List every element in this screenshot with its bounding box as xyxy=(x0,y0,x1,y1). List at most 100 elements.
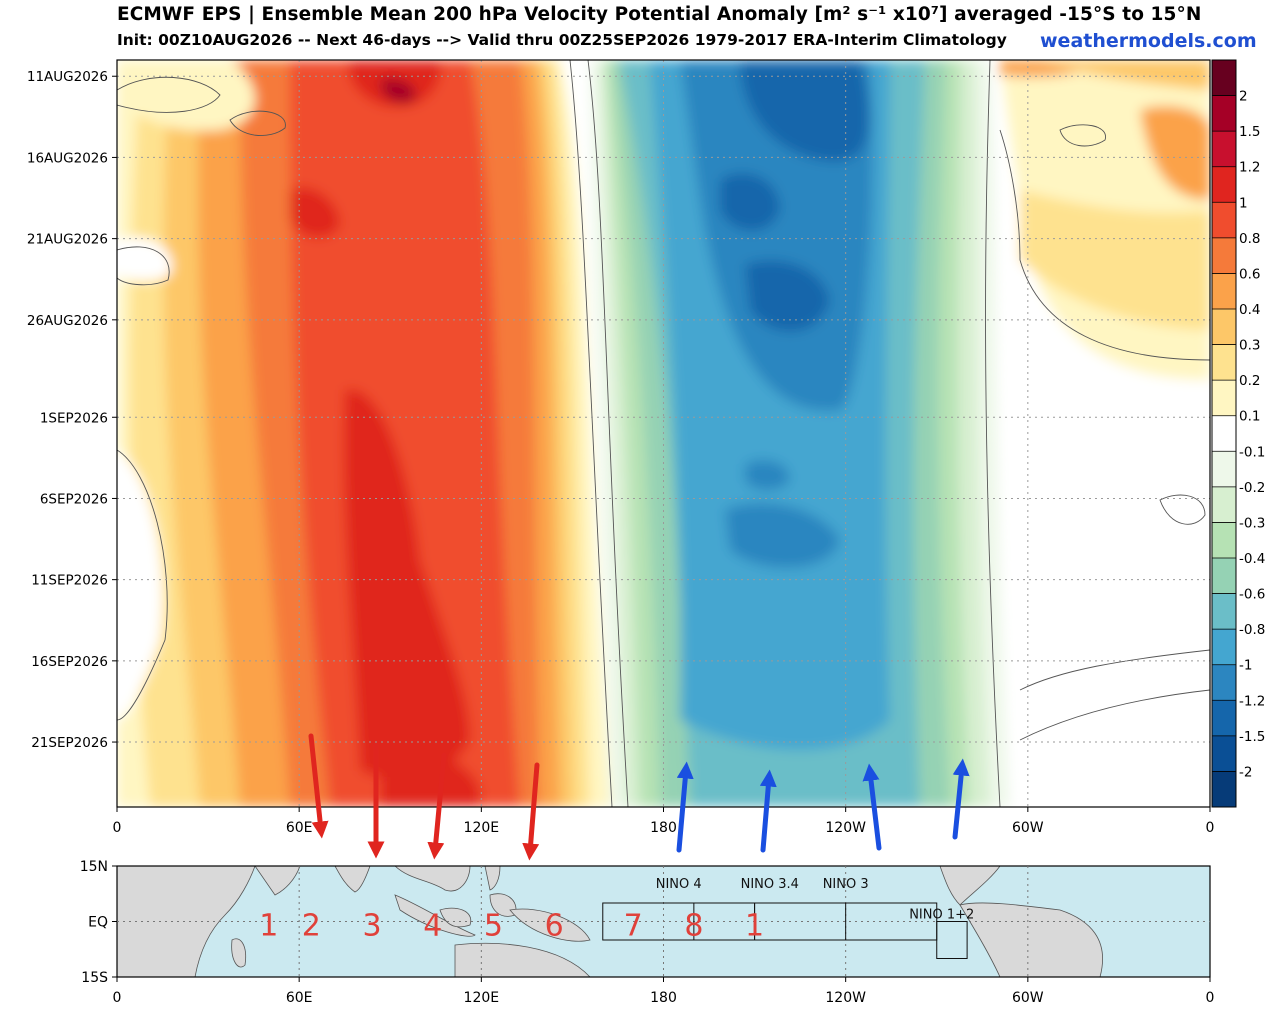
colorbar-swatch xyxy=(1212,202,1236,239)
blue-arrow-4 xyxy=(952,758,970,840)
nino-box xyxy=(936,921,968,959)
colorbar-swatch xyxy=(1212,380,1236,417)
x-tick-label: 0 xyxy=(113,820,122,836)
x-tick-label: 180 xyxy=(650,820,677,836)
date-tick-label: 11SEP2026 xyxy=(31,573,108,589)
colorbar-label: 2 xyxy=(1239,89,1248,105)
nino-label: NINO 4 xyxy=(656,877,702,892)
map-lon-label: 60W xyxy=(1012,990,1044,1006)
chart-subtitle: Init: 00Z10AUG2026 -- Next 46-days --> V… xyxy=(117,31,1007,49)
map-lat-label: 15S xyxy=(81,970,108,986)
colorbar-label: -2 xyxy=(1239,764,1252,780)
mjo-phase-number: 4 xyxy=(423,909,442,944)
map-longitude-axis: 0 60E 120E 180 120W 60W 0 xyxy=(113,977,1215,1006)
colorbar-swatch xyxy=(1212,593,1236,630)
colorbar-label: 0.3 xyxy=(1239,338,1260,354)
zero-contours xyxy=(117,60,1210,807)
colorbar-swatch xyxy=(1212,415,1236,452)
mjo-phase-number: 1 xyxy=(745,909,764,944)
colorbar: 2 1.5 1.2 1 0.8 0.6 0.4 0.3 0.2 0.1 -0.1 -0.2 -0.3 -0… xyxy=(1211,59,1265,808)
x-tick-label: 60E xyxy=(286,820,313,836)
nino-label: NINO 1+2 xyxy=(909,908,974,923)
colorbar-label: -1.5 xyxy=(1239,729,1265,745)
map-lon-label: 0 xyxy=(1206,990,1215,1006)
colorbar-swatch xyxy=(1212,237,1236,274)
colorbar-label: -0.1 xyxy=(1239,444,1265,460)
map-lon-label: 120E xyxy=(464,990,500,1006)
colorbar-swatch xyxy=(1212,558,1236,595)
red-arrow-3 xyxy=(427,752,447,860)
colorbar-swatch xyxy=(1212,629,1236,666)
colorbar-swatch xyxy=(1212,700,1236,737)
map-lat-label: 15N xyxy=(80,859,108,875)
colorbar-label: 1 xyxy=(1239,195,1248,211)
mjo-phase-number: 5 xyxy=(484,909,503,944)
colorbar-swatch xyxy=(1212,486,1236,523)
date-tick-label: 21AUG2026 xyxy=(27,232,108,248)
colorbar-swatch xyxy=(1212,273,1236,310)
red-arrow-1 xyxy=(308,733,329,839)
colorbar-swatch xyxy=(1212,771,1236,808)
colorbar-swatch xyxy=(1212,95,1236,132)
blue-arrow-1 xyxy=(676,761,694,853)
mjo-phase-number: 8 xyxy=(684,909,703,944)
red-arrow-4 xyxy=(522,762,540,861)
colorbar-label: 1.5 xyxy=(1239,124,1260,140)
colorbar-swatch xyxy=(1212,522,1236,559)
date-tick-label: 26AUG2026 xyxy=(27,313,108,329)
date-tick-label: 11AUG2026 xyxy=(27,69,108,85)
map-lon-label: 120W xyxy=(825,990,866,1006)
map-lon-label: 180 xyxy=(650,990,677,1006)
mjo-arrows xyxy=(308,733,970,861)
colorbar-label: 0.6 xyxy=(1239,266,1260,282)
colorbar-label: 0.4 xyxy=(1239,302,1260,318)
colorbar-label: -0.2 xyxy=(1239,480,1265,496)
blue-arrow-2 xyxy=(759,769,777,853)
mjo-phase-number: 7 xyxy=(624,909,643,944)
date-tick-label: 16AUG2026 xyxy=(27,150,108,166)
mjo-phase-number: 1 xyxy=(259,909,278,944)
date-tick-label: 1SEP2026 xyxy=(40,410,108,426)
x-tick-label: 120W xyxy=(825,820,866,836)
colorbar-label: -1.2 xyxy=(1239,693,1265,709)
date-tick-label: 6SEP2026 xyxy=(40,491,108,507)
map-latitude-axis: 15N EQ 15S xyxy=(80,859,117,986)
colorbar-swatch xyxy=(1212,309,1236,346)
x-tick-label: 60W xyxy=(1012,820,1044,836)
blue-arrow-3 xyxy=(862,763,882,851)
x-tick-label: 0 xyxy=(1206,820,1215,836)
colorbar-swatch xyxy=(1212,131,1236,168)
colorbar-label: 0.2 xyxy=(1239,373,1260,389)
date-axis: 11AUG2026 16AUG2026 21AUG2026 26AUG2026 1SEP… xyxy=(27,69,117,751)
site-credit[interactable]: weathermodels.com xyxy=(1040,30,1257,52)
nino-label: NINO 3.4 xyxy=(741,877,799,892)
colorbar-swatch xyxy=(1212,451,1236,488)
longitude-axis: 0 60E 120E 180 120W 60W 0 xyxy=(113,807,1215,836)
map-lat-label: EQ xyxy=(88,915,108,931)
date-tick-label: 21SEP2026 xyxy=(31,735,108,751)
colorbar-label: -0.3 xyxy=(1239,515,1265,531)
map-lon-label: 0 xyxy=(113,990,122,1006)
mjo-phase-number: 3 xyxy=(362,909,381,944)
colorbar-label: 0.1 xyxy=(1239,409,1260,425)
date-tick-label: 16SEP2026 xyxy=(31,654,108,670)
anomaly-field xyxy=(117,60,1210,807)
colorbar-label: -1 xyxy=(1239,658,1252,674)
mjo-phase-number: 6 xyxy=(545,909,564,944)
map-lon-label: 60E xyxy=(286,990,313,1006)
colorbar-swatch xyxy=(1212,166,1236,203)
chart-title: ECMWF EPS | Ensemble Mean 200 hPa Veloci… xyxy=(117,4,1202,25)
nino-regions: NINO 4 NINO 3.4 NINO 3 NINO 1+2 xyxy=(602,877,974,959)
colorbar-label: -0.4 xyxy=(1239,551,1265,567)
mjo-phase-number: 2 xyxy=(302,909,321,944)
colorbar-label: -0.6 xyxy=(1239,587,1265,603)
colorbar-swatch xyxy=(1212,60,1236,97)
hovmoller-plot xyxy=(117,60,1210,807)
colorbar-swatch xyxy=(1212,664,1236,701)
nino-label: NINO 3 xyxy=(823,877,869,892)
x-tick-label: 120E xyxy=(464,820,500,836)
colorbar-frame xyxy=(1211,59,1237,808)
